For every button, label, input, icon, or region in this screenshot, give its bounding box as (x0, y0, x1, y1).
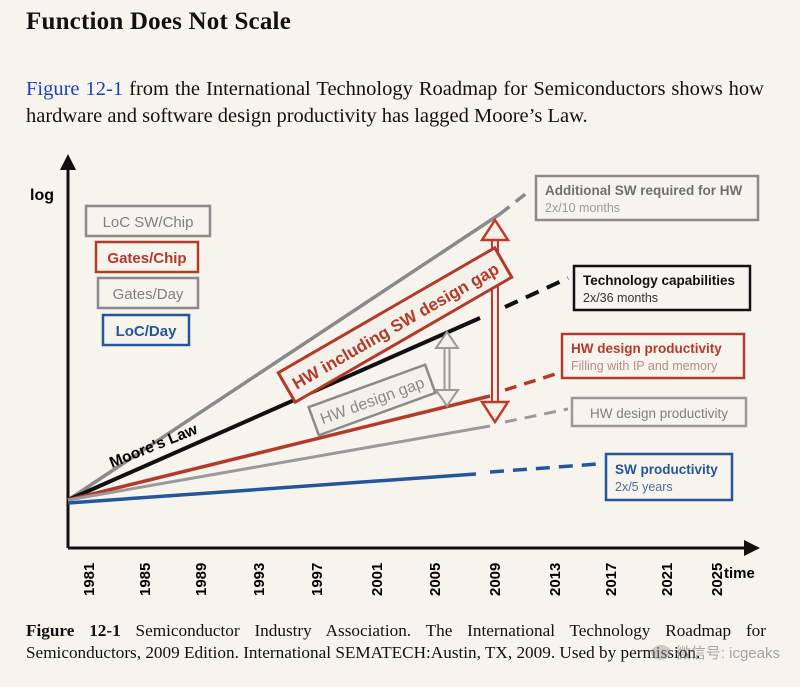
annotation-subtitle: 2x/5 years (615, 480, 673, 494)
x-tick-label: 2001 (369, 563, 386, 596)
legend-box-gates-chip (94, 240, 200, 274)
legend: LoC SW/Chip Gates/Chip Gates/Day LoC/Day (84, 204, 212, 347)
annotation-title: Technology capabilities (583, 273, 735, 288)
annotation-title: SW productivity (615, 462, 718, 477)
series-line-additional-sw-projection (498, 190, 530, 216)
x-tick-label: 2017 (603, 563, 620, 596)
x-axis-arrow (744, 540, 760, 556)
x-tick-label: 2021 (659, 563, 676, 596)
figure-reference-link[interactable]: Figure 12-1 (26, 78, 124, 100)
watermark-text: 微信号: icgeaks (675, 645, 780, 662)
legend-box-gates-day (96, 276, 200, 310)
annotation-title: Additional SW required for HW (545, 183, 742, 198)
x-tick-labels: 1981 1985 1989 1993 1997 2001 2005 2009 … (81, 563, 726, 596)
x-tick-label: 1985 (137, 563, 154, 596)
series-lines (67, 190, 599, 505)
roadmap-figure: log time 1981 1985 1989 1993 1997 2001 2… (0, 150, 800, 605)
series-line-sw-productivity (67, 472, 477, 505)
annotation-title: HW design productivity (590, 406, 728, 421)
annotation-subtitle: 2x/36 months (583, 291, 658, 305)
legend-label: LoC SW/Chip (103, 214, 194, 231)
series-line-hw-productivity-ip (67, 394, 491, 502)
annotation-hw-productivity: HW design productivity (570, 396, 748, 428)
x-tick-label: 2025 (709, 563, 726, 596)
annotation-sw-productivity: SW productivity 2x/5 years (604, 452, 734, 502)
y-axis-arrow (60, 154, 76, 170)
legend-label: Gates/Day (113, 286, 184, 303)
annotation-subtitle: 2x/10 months (545, 201, 620, 215)
caption-text: Semiconductor Industry Association. The … (26, 621, 766, 662)
series-line-hw-productivity (67, 424, 491, 502)
x-tick-label: 1981 (81, 563, 98, 596)
annotation-hw-productivity-ip: HW design productivity Filling with IP a… (560, 332, 746, 380)
watermark: 微信号: icgeaks (650, 642, 780, 663)
wechat-icon (650, 645, 671, 660)
legend-box-loc-day (101, 313, 191, 347)
annotation-title: HW design productivity (571, 341, 722, 356)
series-line-moores-law (67, 316, 481, 502)
x-tick-label: 1997 (309, 563, 326, 596)
series-line-hw-productivity-ip-projection (504, 370, 563, 392)
annotation-additional-sw: Additional SW required for HW 2x/10 mont… (534, 174, 760, 222)
annotation-subtitle: Filling with IP and memory (571, 359, 718, 373)
hw-sw-design-gap-label: HW including SW design gap (289, 259, 502, 393)
legend-box-loc-sw-chip (84, 204, 212, 238)
x-tick-label: 1993 (251, 563, 268, 596)
x-tick-label: 2009 (487, 563, 504, 596)
series-line-sw-productivity-projection (489, 462, 599, 474)
legend-label: LoC/Day (116, 323, 178, 340)
hw-design-gap-arrow (434, 330, 460, 408)
series-line-hw-productivity-projection (504, 407, 569, 424)
intro-text: from the International Technology Roadma… (26, 78, 764, 127)
legend-label: Gates/Chip (107, 250, 186, 267)
roadmap-chart: log time 1981 1985 1989 1993 1997 2001 2… (30, 154, 760, 596)
series-line-technology-capabilities-projection (504, 276, 569, 309)
intro-paragraph: Figure 12-1 from the International Techn… (26, 76, 764, 130)
annotation-technology-capabilities: Technology capabilities 2x/36 months (572, 264, 752, 312)
caption-label: Figure 12-1 (26, 621, 121, 640)
section-heading: Function Does Not Scale (26, 8, 292, 35)
x-tick-label: 1989 (193, 563, 210, 596)
figure-caption: Figure 12-1 Semiconductor Industry Assoc… (26, 620, 766, 664)
x-axis-label: time (724, 565, 755, 582)
series-line-additional-sw (67, 212, 501, 502)
x-tick-label: 2005 (427, 563, 444, 596)
x-tick-label: 2013 (547, 563, 564, 596)
caption-tail: Used by permission. (555, 643, 701, 662)
y-axis-label: log (30, 187, 54, 204)
